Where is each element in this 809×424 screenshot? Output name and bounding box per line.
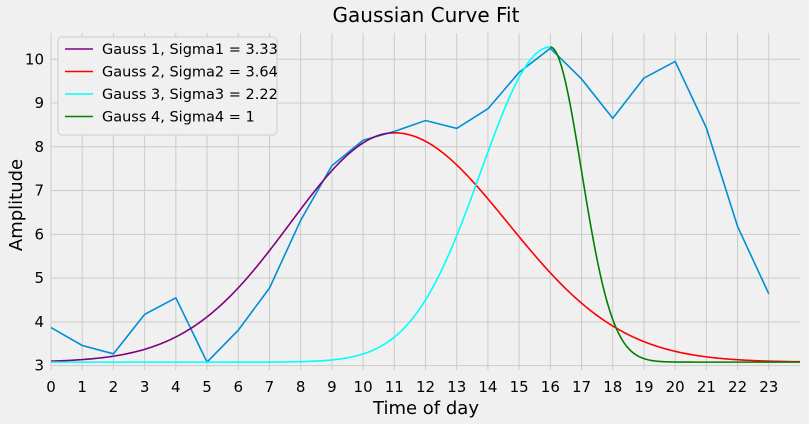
x-tick-label: 6: [233, 378, 243, 396]
x-tick-label: 21: [697, 378, 716, 396]
legend-entry: Gauss 3, Sigma3 = 2.22: [102, 87, 278, 103]
x-tick-label: 5: [202, 378, 212, 396]
x-tick-label: 12: [416, 378, 435, 396]
x-tick-label: 22: [728, 378, 747, 396]
series-line: [50, 131, 395, 362]
y-tick-label: 8: [34, 138, 44, 156]
x-tick-label: 1: [77, 378, 87, 396]
series-line: [394, 131, 801, 363]
x-tick-label: 13: [447, 378, 466, 396]
data-line: [50, 47, 770, 364]
x-tick-label: 23: [759, 378, 778, 396]
chart-title: Gaussian Curve Fit: [333, 3, 520, 27]
x-tick-label: 4: [171, 378, 181, 396]
y-tick-label: 9: [34, 94, 44, 112]
y-tick-label: 3: [34, 357, 44, 375]
x-tick-label: 10: [354, 378, 373, 396]
y-tick-label: 6: [34, 225, 44, 243]
x-tick-labels: 0 1 2 3 4 5 6 7 8 9 10 11 12 13 14 15 16 17 18 19 20 21 22 23: [46, 378, 778, 396]
x-tick-label: 19: [634, 378, 653, 396]
x-tick-label: 14: [478, 378, 497, 396]
series-group: [50, 46, 801, 364]
x-tick-label: 2: [109, 378, 119, 396]
x-tick-label: 18: [603, 378, 622, 396]
x-axis-label: Time of day: [372, 398, 479, 419]
y-axis-label: Amplitude: [6, 159, 27, 251]
x-tick-label: 9: [327, 378, 337, 396]
y-tick-label: 10: [25, 50, 44, 68]
y-tick-labels: 3 4 5 6 7 8 9 10: [25, 50, 44, 374]
x-tick-label: 3: [140, 378, 150, 396]
y-tick-label: 5: [34, 269, 44, 287]
y-tick-label: 4: [34, 313, 44, 331]
x-tick-label: 11: [385, 378, 404, 396]
x-tick-label: 0: [46, 378, 56, 396]
y-tick-label: 7: [34, 182, 44, 200]
series-line: [51, 46, 551, 363]
legend-entry: Gauss 2, Sigma2 = 3.64: [102, 65, 278, 81]
x-tick-label: 15: [510, 378, 529, 396]
x-tick-label: 17: [572, 378, 591, 396]
legend-box: [57, 36, 278, 136]
x-tick-label: 16: [541, 378, 560, 396]
x-tick-label: 7: [265, 378, 275, 396]
x-tick-label: 8: [296, 378, 306, 396]
series-line: [550, 46, 800, 363]
legend: Gauss 1, Sigma1 = 3.33 Gauss 2, Sigma2 = …: [57, 36, 278, 136]
legend-entry: Gauss 1, Sigma1 = 3.33: [102, 42, 278, 58]
x-tick-label: 20: [666, 378, 685, 396]
legend-entry: Gauss 4, Sigma4 = 1: [102, 110, 255, 126]
